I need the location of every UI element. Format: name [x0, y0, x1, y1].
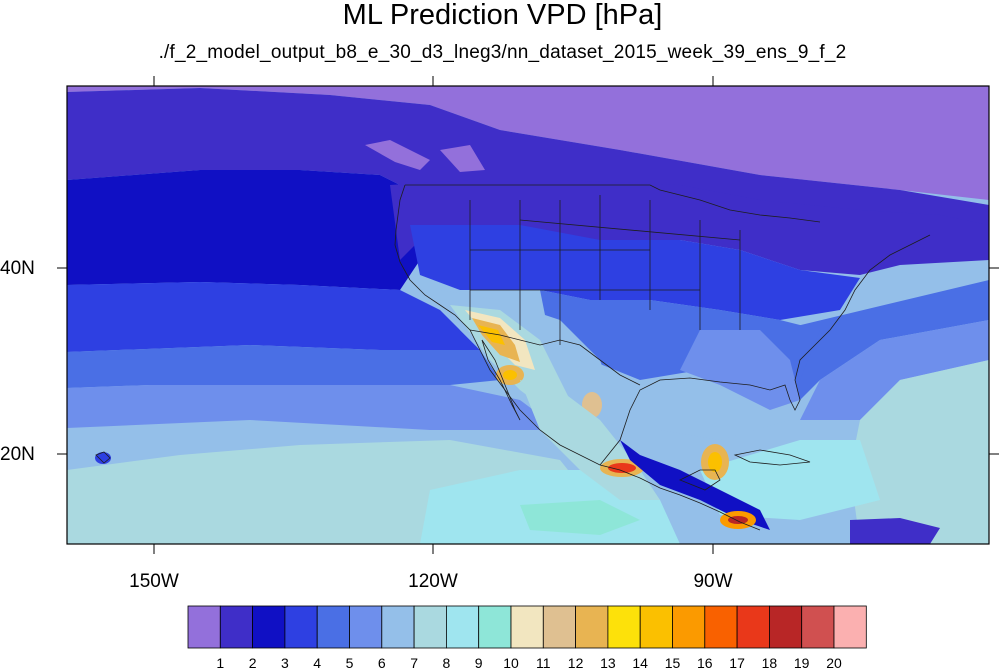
field-ca-5 — [620, 440, 770, 530]
field-band-5 — [67, 345, 500, 388]
colorbar-label-15: 15 — [664, 655, 681, 671]
colorbar-label-3: 3 — [280, 655, 289, 671]
colorbar-swatch-6 — [381, 605, 415, 649]
colorbar-swatch-12 — [575, 605, 609, 649]
colorbar-swatch-15 — [672, 605, 706, 649]
field-band-6 — [67, 385, 560, 430]
colorbar-swatch-2 — [252, 605, 286, 649]
field-atlantic-3 — [850, 360, 989, 544]
colorbar-swatch-5 — [349, 605, 383, 649]
colorbar-swatch-13 — [607, 605, 641, 649]
coastline-gulf — [599, 234, 931, 466]
field-band-4 — [67, 282, 480, 352]
colorbar-swatch-4 — [316, 605, 350, 649]
state-lines-a — [469, 195, 741, 345]
field-land-north — [390, 180, 989, 275]
colorbar-label-20: 20 — [826, 655, 842, 671]
field-land-plains — [410, 225, 860, 320]
border-us-mexico — [469, 329, 641, 386]
colorbar-label-18: 18 — [761, 655, 778, 671]
colorbar-swatch-8 — [445, 605, 480, 649]
cuba — [733, 449, 811, 466]
colorbar-swatch-7 — [413, 605, 447, 649]
colorbar-label-16: 16 — [697, 655, 713, 671]
map-frame — [66, 85, 990, 545]
colorbar-swatch-18 — [769, 605, 803, 649]
field-baja-2 — [503, 370, 517, 380]
lon-label-150w: 150W — [129, 571, 179, 592]
field-ca-7 — [728, 516, 748, 524]
colorbar-label-17: 17 — [729, 655, 745, 671]
colorbar-swatch-10 — [510, 605, 544, 649]
colorbar-swatch-16 — [704, 605, 738, 649]
field-band-3 — [67, 170, 430, 290]
colorbar-label-11: 11 — [536, 655, 551, 671]
colorbar-swatch-11 — [542, 605, 576, 649]
chart-subtitle: ./f_2_model_output_b8_e_30_d3_lneg3/nn_d… — [158, 42, 847, 63]
colorbar-swatch-14 — [639, 605, 673, 649]
colorbar-swatch-17 — [736, 605, 770, 649]
map-field — [67, 86, 989, 544]
lon-label-90w: 90W — [693, 571, 733, 592]
boundaries — [95, 184, 931, 531]
colorbar-label-8: 8 — [442, 655, 451, 671]
field-wisp-2 — [440, 145, 485, 172]
field-wisp-1 — [365, 140, 430, 170]
colorbar-label-6: 6 — [377, 655, 386, 671]
tick-marks — [57, 76, 999, 554]
colorbar-swatch-0 — [187, 605, 221, 649]
field-atlantic-1 — [780, 280, 989, 400]
border-us-canada — [405, 184, 821, 223]
colorbar-swatch-19 — [801, 605, 835, 649]
colorbar-label-10: 10 — [503, 655, 519, 671]
state-lines-b — [470, 219, 741, 291]
colorbar-label-7: 7 — [410, 655, 418, 671]
colorbar — [187, 605, 867, 649]
field-ca-4 — [708, 452, 722, 472]
chart-title: ML Prediction VPD [hPa] — [342, 0, 663, 31]
hawaii-islands — [95, 451, 111, 464]
colorbar-label-12: 12 — [567, 655, 584, 671]
colorbar-swatch-3 — [284, 605, 318, 649]
lat-label-40n: 40N — [0, 258, 35, 279]
yucatan — [679, 469, 721, 491]
colorbar-label-2: 2 — [248, 655, 257, 671]
colorbar-label-19: 19 — [793, 655, 810, 671]
colorbar-swatch-20 — [833, 605, 867, 649]
lat-label-20n: 20N — [0, 444, 35, 465]
colorbar-label-13: 13 — [600, 655, 616, 671]
colorbar-label-5: 5 — [345, 655, 354, 671]
field-sw-5 — [478, 325, 505, 345]
colorbar-swatch-1 — [219, 605, 254, 649]
colorbar-swatch-9 — [478, 605, 512, 649]
colorbar-label-1: 1 — [216, 655, 225, 671]
field-ca-2 — [608, 463, 636, 473]
field-band-9 — [520, 500, 640, 535]
field-south-america — [850, 518, 940, 544]
colorbar-label-9: 9 — [474, 655, 483, 671]
field-atlantic-2 — [800, 320, 989, 420]
colorbar-label-14: 14 — [632, 655, 648, 671]
lon-label-120w: 120W — [408, 571, 458, 592]
colorbar-label-4: 4 — [313, 655, 322, 671]
baja-peninsula — [481, 339, 521, 421]
field-band-1 — [67, 86, 989, 200]
